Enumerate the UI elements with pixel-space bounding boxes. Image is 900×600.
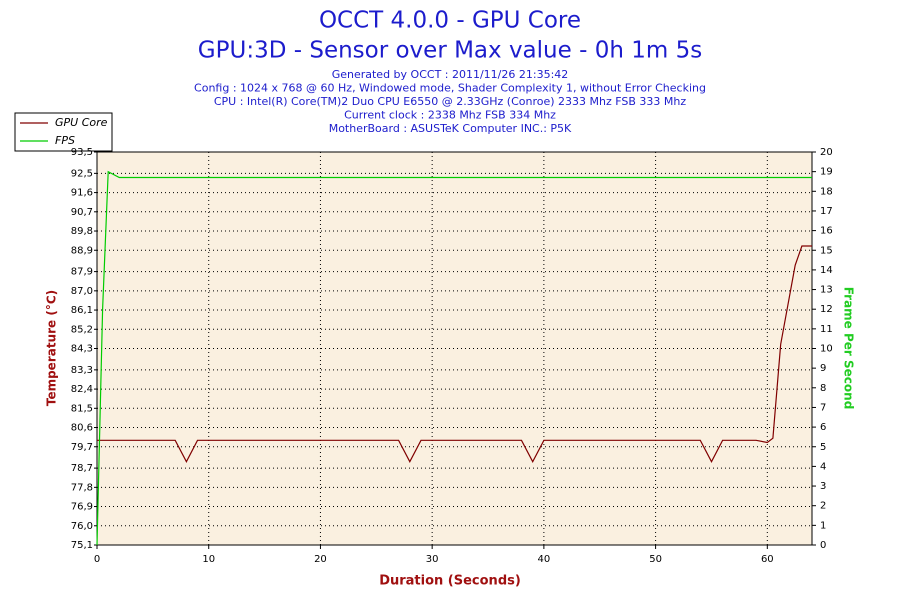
- y-tick-label: 81,5: [71, 403, 93, 414]
- y-tick-label: 76,0: [71, 521, 93, 532]
- y-tick-label: 91,6: [71, 188, 93, 199]
- x-tick-label: 20: [314, 554, 327, 565]
- y2-tick-label: 11: [820, 324, 833, 335]
- x-tick-label: 0: [94, 554, 100, 565]
- info-line: Current clock : 2338 Mhz FSB 334 Mhz: [344, 109, 556, 122]
- y-tick-label: 80,6: [71, 423, 93, 434]
- x-tick-label: 30: [426, 554, 439, 565]
- y2-tick-label: 6: [820, 422, 826, 433]
- y2-tick-label: 5: [820, 442, 826, 453]
- y2-tick-label: 10: [820, 344, 833, 355]
- legend-label: GPU Core: [55, 116, 108, 129]
- y2-tick-label: 20: [820, 147, 833, 158]
- y-tick-label: 77,8: [71, 482, 93, 493]
- legend-label: FPS: [55, 134, 75, 147]
- plot-area: [96, 151, 813, 546]
- y2-tick-label: 0: [820, 540, 826, 551]
- info-line: Config : 1024 x 768 @ 60 Hz, Windowed mo…: [194, 82, 706, 95]
- y2-tick-label: 17: [820, 206, 833, 217]
- legend-box: [14, 112, 113, 152]
- y2-tick-label: 12: [820, 304, 833, 315]
- y2-tick-label: 14: [820, 265, 833, 276]
- y2-tick-label: 1: [820, 520, 826, 531]
- y-tick-label: 90,7: [71, 207, 93, 218]
- y-tick-label: 89,8: [71, 226, 93, 237]
- y-tick-label: 82,4: [71, 384, 93, 395]
- y2-axis-label: Frame Per Second: [842, 287, 856, 410]
- y-tick-label: 88,9: [71, 245, 93, 256]
- y2-tick-label: 9: [820, 363, 826, 374]
- y2-tick-label: 16: [820, 226, 833, 237]
- x-tick-label: 60: [761, 554, 774, 565]
- y-tick-label: 92,5: [71, 168, 93, 179]
- x-tick-label: 50: [649, 554, 662, 565]
- y-tick-label: 87,9: [71, 267, 93, 278]
- y-tick-label: 76,9: [71, 502, 93, 513]
- y2-tick-label: 3: [820, 481, 826, 492]
- x-tick-label: 10: [202, 554, 215, 565]
- data-line: [97, 245, 812, 463]
- y2-tick-label: 15: [820, 245, 833, 256]
- y-axis-label: Temperature (°C): [45, 290, 59, 406]
- y-tick-label: 84,3: [71, 344, 93, 355]
- y-tick-label: 79,7: [71, 442, 93, 453]
- y2-tick-label: 2: [820, 501, 826, 512]
- y2-tick-label: 18: [820, 186, 833, 197]
- y-tick-label: 78,7: [71, 463, 93, 474]
- y2-tick-label: 4: [820, 461, 826, 472]
- y2-tick-label: 7: [820, 402, 826, 413]
- y2-tick-label: 8: [820, 383, 826, 394]
- y2-tick-label: 13: [820, 285, 833, 296]
- x-tick-label: 40: [538, 554, 551, 565]
- chart-title: OCCT 4.0.0 - GPU Core: [319, 8, 581, 34]
- y-tick-label: 87,0: [71, 286, 93, 297]
- y2-tick-label: 19: [820, 167, 833, 178]
- info-line: MotherBoard : ASUSTeK Computer INC.: P5K: [329, 122, 572, 135]
- y-tick-label: 93,5: [71, 147, 93, 158]
- y-tick-label: 86,1: [71, 305, 93, 316]
- info-line: Generated by OCCT : 2011/11/26 21:35:42: [332, 68, 569, 81]
- y-tick-label: 85,2: [71, 324, 93, 335]
- x-axis-label: Duration (Seconds): [379, 574, 521, 589]
- y-tick-label: 75,1: [71, 540, 93, 551]
- data-line: [96, 170, 812, 546]
- info-line: CPU : Intel(R) Core(TM)2 Duo CPU E6550 @…: [214, 95, 686, 108]
- y-tick-label: 83,3: [71, 365, 93, 376]
- chart-subtitle: GPU:3D - Sensor over Max value - 0h 1m 5…: [198, 38, 702, 64]
